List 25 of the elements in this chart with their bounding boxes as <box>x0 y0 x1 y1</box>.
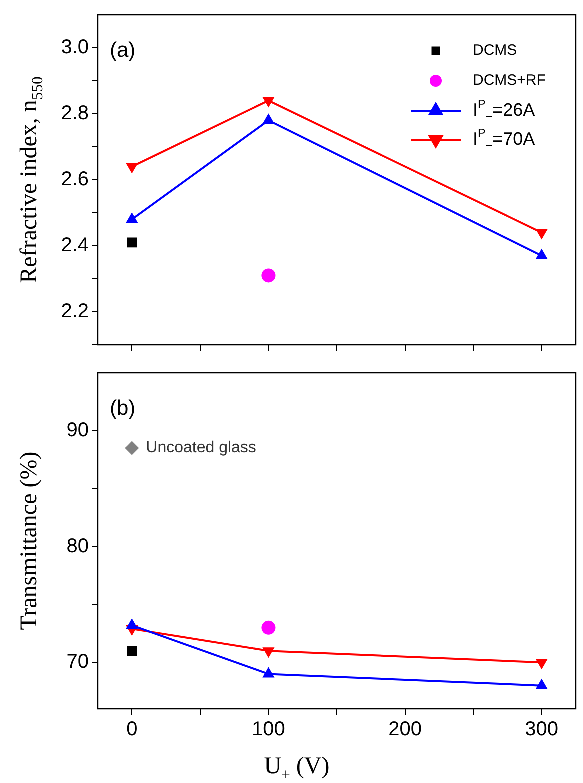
series-label: Uncoated glass <box>146 440 256 457</box>
point <box>262 268 276 283</box>
y-axis-title: Refractive index, n550 <box>16 76 46 284</box>
legend-label: DCMS <box>473 42 518 60</box>
x-tick-label: 200 <box>388 718 422 741</box>
point <box>536 229 548 240</box>
y-axis-title: Transmittance (%) <box>16 452 42 630</box>
x-tick-label: 300 <box>525 718 559 741</box>
x-tick-label: 100 <box>252 718 286 741</box>
x-axis-title: U+ (V) <box>264 753 330 783</box>
annotation: (a) <box>110 38 136 62</box>
y-tick-label: 90 <box>66 419 89 442</box>
point <box>127 238 138 248</box>
y-tick-label: 2.6 <box>61 168 89 191</box>
y-tick-label: 2.8 <box>61 102 89 125</box>
point <box>262 97 275 108</box>
annotation: (b) <box>110 396 136 420</box>
legend-label: DCMS+RF <box>473 72 546 90</box>
y-tick-label: 70 <box>66 651 89 674</box>
y-tick-label: 3.0 <box>61 36 89 59</box>
y-tick-label: 80 <box>66 535 89 558</box>
y-tick-label: 2.4 <box>61 234 89 257</box>
y-tick-label: 2.2 <box>61 300 89 323</box>
x-tick-label: 0 <box>126 718 138 741</box>
point <box>126 163 138 174</box>
